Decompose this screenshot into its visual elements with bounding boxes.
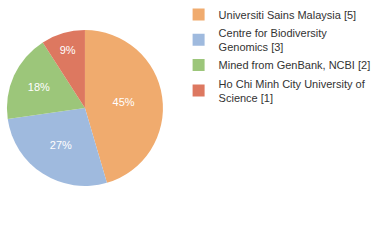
svg-text:Universiti Sains Malaysia [5]: Universiti Sains Malaysia [5] — [219, 9, 357, 21]
svg-text:27%: 27% — [50, 139, 72, 151]
svg-text:9%: 9% — [60, 44, 76, 56]
svg-text:Centre for BiodiversityGenomic: Centre for BiodiversityGenomics [3] — [219, 27, 328, 53]
svg-text:Mined from GenBank, NCBI [2]: Mined from GenBank, NCBI [2] — [219, 59, 371, 71]
svg-text:Ho Chi Minh City University of: Ho Chi Minh City University ofScience [1… — [219, 78, 366, 104]
svg-text:18%: 18% — [28, 81, 50, 93]
svg-text:45%: 45% — [113, 96, 135, 108]
